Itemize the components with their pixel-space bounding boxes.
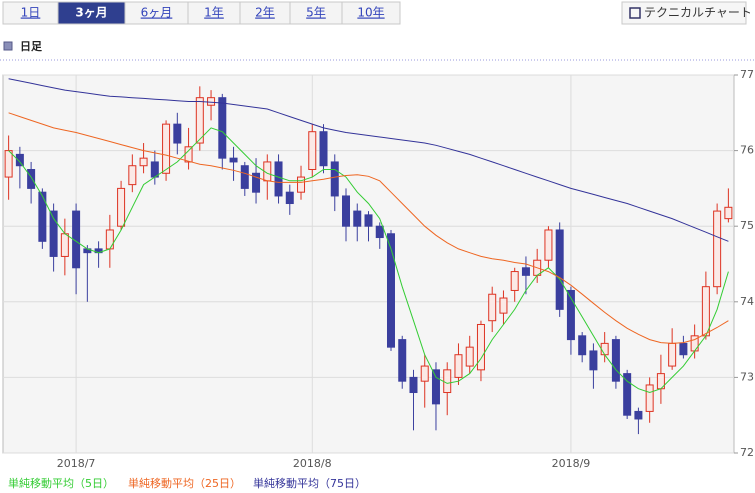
candle-body: [342, 195, 351, 227]
candle-body: [274, 161, 283, 197]
candle-body: [15, 153, 24, 167]
y-tick-label: 75: [740, 219, 754, 232]
candle-body: [252, 172, 261, 193]
moving-average-line: [8, 78, 729, 242]
candle-body: [60, 233, 69, 257]
candle-body: [229, 157, 238, 163]
candle-body: [207, 97, 216, 106]
candle-body: [645, 384, 654, 412]
technical-button[interactable]: [621, 1, 747, 25]
tab-label[interactable]: 10年: [357, 6, 384, 20]
candle-body: [240, 165, 249, 189]
candle-body: [364, 214, 373, 227]
candle-body: [173, 123, 182, 144]
candle-body: [330, 161, 339, 197]
candle-body: [386, 233, 395, 348]
y-tick-label: 77: [740, 68, 754, 81]
tab-label[interactable]: 3ヶ月: [75, 6, 107, 20]
candle-body: [679, 342, 688, 356]
candle-body: [139, 157, 148, 167]
tab-label[interactable]: 2年: [255, 6, 275, 20]
section-title: 日足: [20, 40, 43, 53]
candle-body: [218, 97, 227, 159]
candle-body: [319, 131, 328, 167]
candle-body: [27, 169, 36, 189]
candle-body: [488, 293, 497, 322]
candle-body: [578, 335, 587, 356]
candle-body: [566, 289, 575, 341]
y-tick-label: 72: [740, 446, 754, 459]
plot-area: [2, 74, 735, 454]
candle-body: [476, 323, 485, 371]
candle-body: [634, 410, 643, 420]
x-tick-label: 2018/8: [293, 457, 332, 470]
tab-label[interactable]: 5年: [306, 6, 326, 20]
candle-body: [398, 339, 407, 382]
candle-body: [499, 297, 508, 314]
moving-average-line: [8, 112, 729, 344]
candle-body: [431, 369, 440, 405]
candle-body: [611, 339, 620, 382]
candle-body: [465, 346, 474, 367]
candle-body: [555, 229, 564, 310]
candle-body: [105, 229, 114, 250]
candle-body: [38, 191, 47, 242]
candle-body: [285, 191, 294, 205]
button-label[interactable]: テクニカルチャート: [644, 6, 752, 20]
candle-body: [4, 150, 13, 178]
candle-body: [668, 342, 677, 367]
candle-body: [510, 271, 519, 291]
candle-body: [544, 229, 553, 261]
legend-label: 単純移動平均（25日）: [128, 476, 241, 490]
tab[interactable]: [341, 1, 401, 25]
candle-body: [454, 354, 463, 378]
candle-body: [600, 342, 609, 356]
candle-body: [713, 210, 722, 288]
candle-body: [375, 225, 384, 239]
x-tick-label: 2018/7: [57, 457, 96, 470]
candle-body: [623, 373, 632, 416]
candle-body: [162, 123, 171, 174]
x-tick-label: 2018/9: [552, 457, 591, 470]
moving-average-line: [8, 127, 729, 394]
candle-body: [443, 369, 452, 394]
y-tick-label: 74: [740, 295, 754, 308]
candle-body: [521, 267, 530, 276]
candle-body: [409, 376, 418, 394]
section-icon: [3, 41, 13, 51]
candle-body: [184, 146, 193, 163]
candle-body: [195, 97, 204, 144]
candle-body: [701, 286, 710, 337]
legend-label: 単純移動平均（5日）: [8, 476, 114, 490]
candle-body: [353, 210, 362, 227]
button-icon: [629, 7, 641, 19]
tab-label[interactable]: 6ヶ月: [141, 6, 173, 20]
legend-label: 単純移動平均（75日）: [253, 476, 366, 490]
candle-body: [49, 210, 58, 257]
tab-label[interactable]: 1年: [204, 6, 224, 20]
y-tick-label: 76: [740, 144, 754, 157]
tab-label[interactable]: 1日: [21, 6, 41, 20]
candle-body: [724, 206, 733, 220]
y-tick-label: 73: [740, 370, 754, 383]
candle-body: [308, 131, 317, 170]
candle-body: [297, 176, 306, 193]
candle-body: [128, 165, 137, 186]
candle-body: [589, 350, 598, 371]
candle-body: [420, 365, 429, 382]
candle-body: [150, 161, 159, 178]
candle-body: [117, 187, 126, 227]
